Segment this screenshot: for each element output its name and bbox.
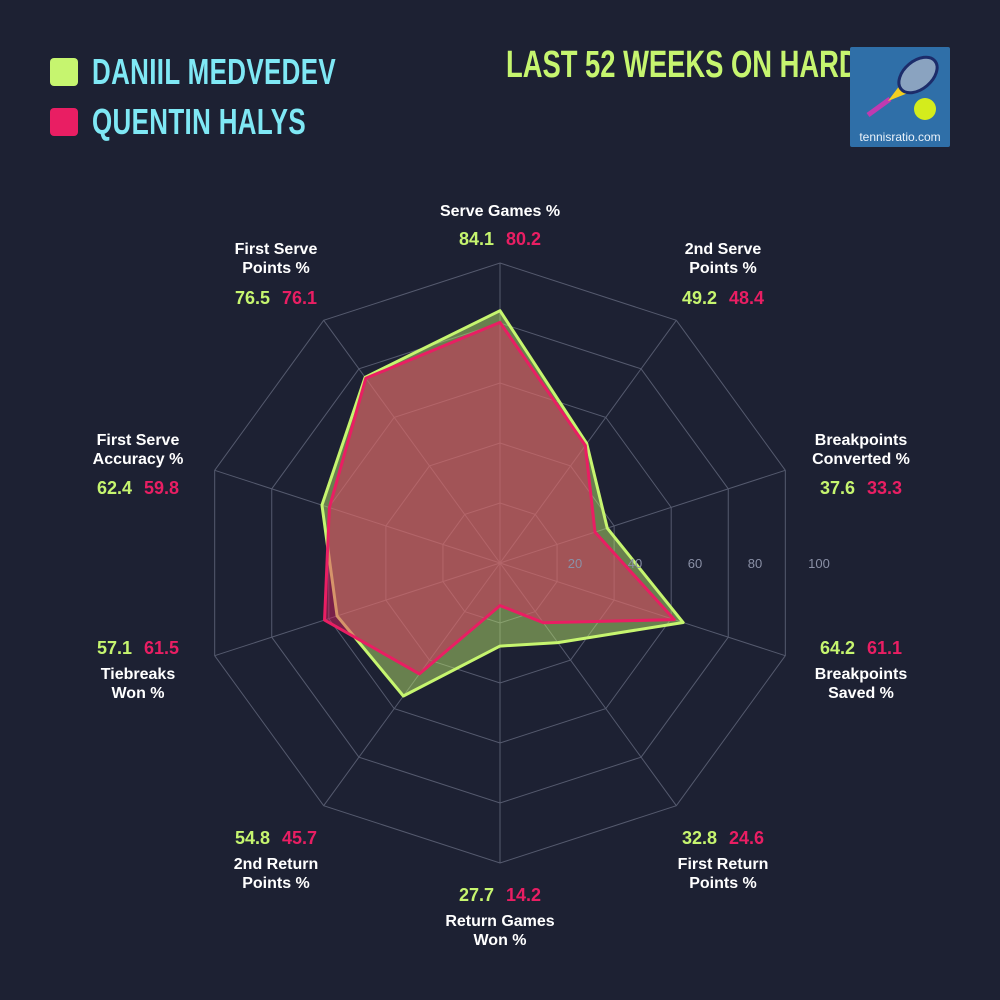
value-label-player1: 76.5	[234, 288, 270, 308]
legend-item-player1: DANIIL MEDVEDEV	[50, 44, 431, 100]
axis-values: 62.4 59.8	[91, 478, 185, 499]
value-label-player1: 62.4	[96, 478, 132, 498]
value-label-player2: 48.4	[729, 288, 765, 308]
value-label-player2: 61.1	[867, 638, 903, 658]
value-label-player2: 14.2	[506, 885, 542, 905]
value-label-player2: 80.2	[506, 229, 542, 249]
axis-values: 49.2 48.4	[676, 288, 770, 309]
axis-label: Breakpoints Converted %	[812, 432, 910, 468]
axis-values: 32.8 24.6	[676, 828, 770, 849]
logo-text: tennisratio.com	[859, 130, 941, 144]
axis-label: Return Games Won %	[445, 913, 555, 949]
axis-label: First Serve Accuracy %	[92, 432, 184, 468]
series-area-1	[320, 309, 685, 698]
legend-item-player2: QUENTIN HALYS	[50, 94, 431, 150]
chart-title: LAST 52 WEEKS ON HARD	[506, 44, 859, 86]
axis-label: 2nd Serve Points %	[684, 241, 762, 277]
tick-label: 100	[808, 556, 830, 571]
grid-spoke	[499, 469, 786, 564]
axis-label: First Return Points %	[677, 856, 769, 892]
legend: DANIIL MEDVEDEV QUENTIN HALYS	[50, 50, 431, 150]
grid-spoke	[499, 562, 677, 806]
value-label-player2: 24.6	[729, 828, 765, 848]
axis-label: 2nd Return Points %	[233, 856, 319, 892]
value-label-player1: 27.7	[458, 885, 494, 905]
value-label-player1: 54.8	[234, 828, 270, 848]
value-label-player1: 32.8	[681, 828, 717, 848]
axis-values: 84.1 80.2	[453, 229, 547, 250]
legend-swatch-player2	[50, 108, 78, 136]
series-area-2	[323, 320, 676, 676]
axis-values: 54.8 45.7	[229, 828, 323, 849]
value-label-player2: 59.8	[144, 478, 180, 498]
grid-spoke	[214, 469, 501, 564]
axis-values: 37.6 33.3	[814, 478, 908, 499]
tick-label: 60	[688, 556, 702, 571]
axis-label: Breakpoints Saved %	[814, 666, 908, 702]
axis-values: 64.2 61.1	[814, 638, 908, 659]
value-label-player1: 64.2	[819, 638, 855, 658]
tennis-racket-icon	[866, 55, 939, 120]
grid-spoke	[499, 562, 786, 657]
value-label-player2: 61.5	[144, 638, 180, 658]
axis-values: 27.7 14.2	[453, 885, 547, 906]
grid-spoke	[499, 320, 677, 564]
tennisratio-logo: tennisratio.com	[850, 47, 950, 147]
value-label-player1: 49.2	[681, 288, 717, 308]
value-label-player1: 37.6	[819, 478, 855, 498]
value-label-player2: 45.7	[282, 828, 318, 848]
value-label-player2: 76.1	[282, 288, 318, 308]
grid-spoke	[214, 562, 501, 657]
axis-label: Tiebreaks Won %	[100, 666, 176, 702]
legend-label-player1: DANIIL MEDVEDEV	[92, 51, 337, 92]
axis-values: 76.5 76.1	[229, 288, 323, 309]
grid-spoke	[323, 562, 501, 806]
axis-label: Serve Games %	[439, 203, 561, 220]
legend-swatch-player1	[50, 58, 78, 86]
axis-label: First Serve Points %	[234, 241, 318, 277]
axis-values: 57.1 61.5	[91, 638, 185, 659]
value-label-player1: 84.1	[458, 229, 494, 249]
tick-label: 20	[568, 556, 582, 571]
grid-spoke	[323, 320, 501, 564]
legend-label-player2: QUENTIN HALYS	[92, 101, 306, 142]
tick-label: 40	[628, 556, 642, 571]
value-label-player1: 57.1	[96, 638, 132, 658]
value-label-player2: 33.3	[867, 478, 903, 498]
tick-label: 80	[748, 556, 762, 571]
